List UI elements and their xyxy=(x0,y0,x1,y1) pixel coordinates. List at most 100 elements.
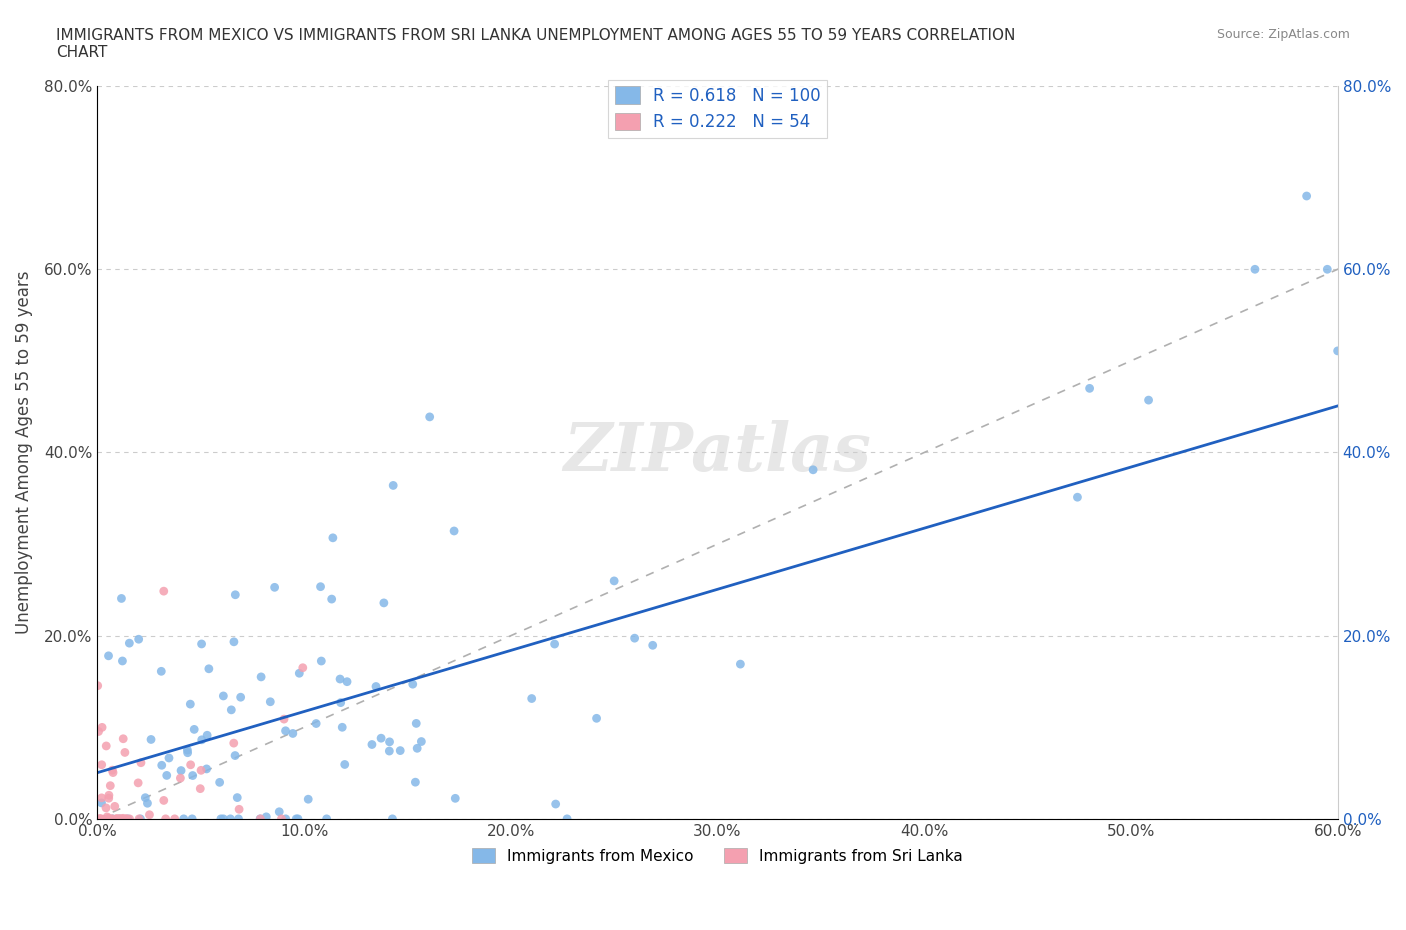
Point xyxy=(97,788,120,803)
Point xyxy=(180,757,202,772)
Point xyxy=(208,775,231,790)
Point xyxy=(730,657,752,671)
Point xyxy=(389,743,412,758)
Point xyxy=(128,811,150,826)
Point xyxy=(259,695,281,710)
Point xyxy=(190,636,212,651)
Point xyxy=(195,728,218,743)
Point xyxy=(170,764,193,778)
Point xyxy=(156,768,179,783)
Point xyxy=(97,811,120,826)
Point xyxy=(544,797,567,812)
Point xyxy=(254,809,277,824)
Point xyxy=(1244,262,1267,277)
Point xyxy=(101,811,124,826)
Point xyxy=(228,802,250,817)
Point xyxy=(305,716,328,731)
Point xyxy=(152,793,174,808)
Point xyxy=(249,811,271,826)
Point xyxy=(97,648,120,663)
Point xyxy=(212,688,235,703)
Y-axis label: Unemployment Among Ages 55 to 59 years: Unemployment Among Ages 55 to 59 years xyxy=(15,271,32,634)
Point xyxy=(97,790,120,805)
Point xyxy=(315,811,337,826)
Point xyxy=(274,724,297,738)
Point xyxy=(322,530,344,545)
Point xyxy=(139,732,162,747)
Point xyxy=(87,724,110,739)
Point xyxy=(157,751,180,765)
Point xyxy=(224,588,246,603)
Point xyxy=(155,811,177,826)
Point xyxy=(127,776,149,790)
Point xyxy=(90,757,112,772)
Point xyxy=(287,811,309,826)
Point xyxy=(297,791,319,806)
Point xyxy=(641,638,664,653)
Point xyxy=(90,811,112,826)
Point xyxy=(291,660,314,675)
Point xyxy=(97,811,120,826)
Point xyxy=(329,696,352,711)
Point xyxy=(188,781,211,796)
Point xyxy=(190,763,212,777)
Point xyxy=(101,811,124,826)
Point xyxy=(169,771,191,786)
Point xyxy=(118,811,141,826)
Point xyxy=(411,734,433,749)
Point xyxy=(406,741,429,756)
Point xyxy=(623,631,645,645)
Point xyxy=(1137,392,1160,407)
Point xyxy=(138,807,160,822)
Point xyxy=(89,811,111,826)
Point xyxy=(603,574,626,589)
Point xyxy=(181,768,204,783)
Point xyxy=(378,735,401,750)
Point xyxy=(555,811,578,826)
Point xyxy=(115,811,138,826)
Point xyxy=(86,678,108,693)
Point xyxy=(179,697,201,711)
Point xyxy=(309,579,332,594)
Point xyxy=(110,591,132,606)
Point xyxy=(405,716,427,731)
Point xyxy=(96,809,118,824)
Point xyxy=(221,702,243,717)
Point xyxy=(128,631,150,646)
Point xyxy=(224,748,246,763)
Point xyxy=(195,762,218,777)
Point xyxy=(150,758,173,773)
Point xyxy=(112,811,135,826)
Point xyxy=(108,811,131,826)
Point xyxy=(91,720,114,735)
Point xyxy=(288,666,311,681)
Point xyxy=(444,790,467,805)
Point xyxy=(176,743,198,758)
Point xyxy=(336,674,359,689)
Point xyxy=(190,732,212,747)
Point xyxy=(117,811,139,826)
Text: IMMIGRANTS FROM MEXICO VS IMMIGRANTS FROM SRI LANKA UNEMPLOYMENT AMONG AGES 55 T: IMMIGRANTS FROM MEXICO VS IMMIGRANTS FRO… xyxy=(56,28,1015,60)
Point xyxy=(229,690,252,705)
Point xyxy=(104,799,127,814)
Point xyxy=(381,811,404,826)
Point xyxy=(402,677,425,692)
Point xyxy=(108,811,131,826)
Point xyxy=(364,679,387,694)
Point xyxy=(163,811,186,826)
Point xyxy=(1316,262,1339,277)
Point xyxy=(114,745,136,760)
Point xyxy=(111,654,134,669)
Point xyxy=(404,775,426,790)
Point xyxy=(105,811,128,826)
Point xyxy=(274,811,297,826)
Point xyxy=(329,671,352,686)
Point xyxy=(101,765,124,780)
Point xyxy=(100,811,122,826)
Point xyxy=(111,811,134,826)
Point xyxy=(585,711,607,725)
Point xyxy=(90,795,112,810)
Point xyxy=(222,736,245,751)
Point xyxy=(311,654,333,669)
Point xyxy=(543,637,565,652)
